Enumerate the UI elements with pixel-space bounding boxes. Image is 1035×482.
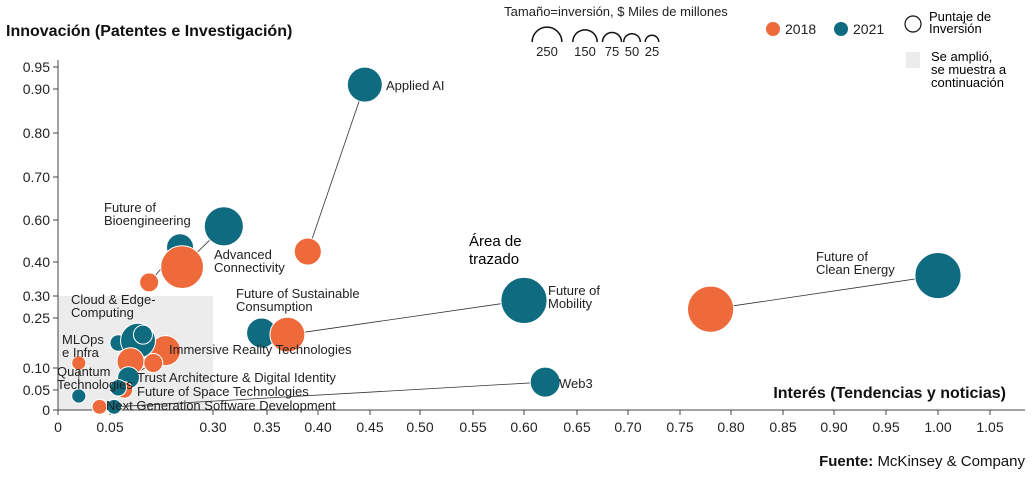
expanded-legend-swatch — [906, 52, 920, 68]
x-tick-label: 0.35 — [253, 419, 280, 435]
series-label-future-of-mobility: Future of Mobility — [548, 283, 600, 311]
x-tick-label: 1.00 — [924, 419, 951, 435]
point-2018-future-of-bioengineering — [139, 272, 160, 293]
legend-label-2021: 2021 — [853, 21, 884, 37]
size-legend-value: 250 — [536, 44, 558, 59]
series-label-immersive-reality-technologies: Immersive Reality Technologies — [169, 342, 352, 357]
point-2021-future-of-clean-energy — [914, 252, 962, 300]
x-tick-label: 0.05 — [96, 419, 123, 435]
series-label-future-of-bioengineering: Future of Bioengineering — [104, 200, 191, 228]
connector-future-of-clean-energy — [710, 275, 939, 310]
plot-area-label: Área de trazado — [469, 233, 522, 268]
expanded-legend-label: Se amplió, se muestra a continuación — [931, 49, 1007, 90]
point-2021-web3 — [529, 366, 561, 398]
y-tick-label: 0.30 — [23, 288, 50, 304]
point-2021-quantum-technologies — [71, 388, 87, 404]
point-2018-quantum-technologies — [71, 355, 87, 371]
x-tick-label: 0.80 — [717, 419, 744, 435]
x-tick-label: 0.85 — [769, 419, 796, 435]
connector-applied-ai — [307, 84, 366, 252]
source-line: Fuente: McKinsey & Company — [819, 453, 1025, 470]
point-2021-applied-ai — [346, 66, 383, 103]
point-2018-future-of-mobility — [269, 316, 306, 353]
y-tick-label: 0.05 — [23, 382, 50, 398]
size-legend-value: 50 — [625, 44, 639, 59]
series-label-quantum-technologies: Quantum Technologies — [57, 364, 133, 392]
y-tick-label: 0.60 — [23, 212, 50, 228]
legend-swatch-2021 — [834, 22, 848, 36]
series-label-next-generation-software-development: Next Generation Software Development — [106, 398, 336, 413]
x-tick-label: 0.70 — [614, 419, 641, 435]
investment-score-icon — [904, 15, 922, 33]
y-axis-title: Innovación (Patentes e Investigación) — [6, 23, 292, 40]
y-tick-label: 0.90 — [23, 81, 50, 97]
point-2018-advanced-connectivity — [160, 245, 204, 289]
x-tick-label: 0.50 — [406, 419, 433, 435]
x-tick-label: 0.45 — [356, 419, 383, 435]
x-axis-title: Interés (Tendencias y noticias) — [773, 385, 1006, 402]
size-legend-value: 25 — [645, 44, 659, 59]
series-label-cloud-edge-computing: Cloud & Edge-Computing — [71, 292, 156, 320]
legend-swatch-2018 — [766, 22, 780, 36]
point-2021-advanced-connectivity — [203, 206, 244, 247]
x-tick-label: 0.95 — [872, 419, 899, 435]
point-2018-future-of-clean-energy — [687, 285, 735, 333]
point-2018-applied-ai — [293, 237, 322, 266]
series-label-future-of-sustainable-consumption: Future of Sustainable Consumption — [236, 286, 360, 314]
y-tick-label: 0.80 — [23, 125, 50, 141]
x-tick-label: 0.30 — [199, 419, 226, 435]
series-label-trust-architecture-digital-identity: Trust Architecture & Digital Identity — [137, 370, 336, 385]
connector-web3 — [114, 381, 546, 408]
series-label-advanced-connectivity: Advanced Connectivity — [214, 247, 285, 275]
point-2021-future-of-space-technologies — [109, 379, 128, 397]
series-label-future-of-clean-energy: Future of Clean Energy — [816, 249, 895, 277]
size-legend-value: 150 — [574, 44, 596, 59]
size-legend-title: Tamaño=inversión, $ Miles de millones — [504, 4, 728, 19]
size-legend-arc-75 — [601, 31, 623, 43]
source-name: McKinsey & Company — [877, 453, 1025, 470]
y-tick-label: 0.10 — [23, 360, 50, 376]
size-legend-arc-25 — [644, 34, 660, 43]
y-tick-label: 0.95 — [23, 59, 50, 75]
point-2021-mlops-e-infra — [132, 324, 153, 345]
connector-future-of-mobility — [287, 300, 525, 336]
size-legend-value: 75 — [605, 44, 619, 59]
x-tick-label: 0 — [54, 419, 62, 435]
investment-score-label: Puntaje de Inversión — [929, 9, 991, 36]
point-2018-trust-architecture-digital-identity — [143, 353, 164, 373]
x-tick-label: 1.05 — [976, 419, 1003, 435]
y-tick-label: 0 — [42, 402, 50, 418]
series-label-future-of-space-technologies: Future of Space Technologies — [137, 384, 309, 399]
point-2018-next-generation-software-development — [91, 398, 108, 415]
x-tick-label: 0.55 — [459, 419, 486, 435]
source-label: Fuente: — [819, 453, 877, 470]
x-tick-label: 0.60 — [510, 419, 537, 435]
point-2021-next-generation-software-development — [106, 398, 123, 415]
series-label-applied-ai: Applied AI — [386, 78, 445, 93]
y-tick-label: 0.25 — [23, 310, 50, 326]
y-tick-label: 0.40 — [23, 254, 50, 270]
x-tick-label: 0.90 — [820, 419, 847, 435]
x-tick-label: 0.65 — [563, 419, 590, 435]
point-2021-future-of-mobility — [500, 276, 548, 324]
series-label-web3: Web3 — [559, 376, 593, 391]
size-legend-arc-150 — [572, 29, 598, 43]
y-tick-label: 0.70 — [23, 169, 50, 185]
x-tick-label: 0.75 — [666, 419, 693, 435]
series-label-mlops-e-infra: MLOps e Infra — [62, 332, 104, 360]
size-legend-arc-50 — [622, 33, 642, 43]
x-tick-label: 0.40 — [304, 419, 331, 435]
legend-label-2018: 2018 — [785, 21, 816, 37]
size-legend-arc-250 — [531, 26, 563, 43]
